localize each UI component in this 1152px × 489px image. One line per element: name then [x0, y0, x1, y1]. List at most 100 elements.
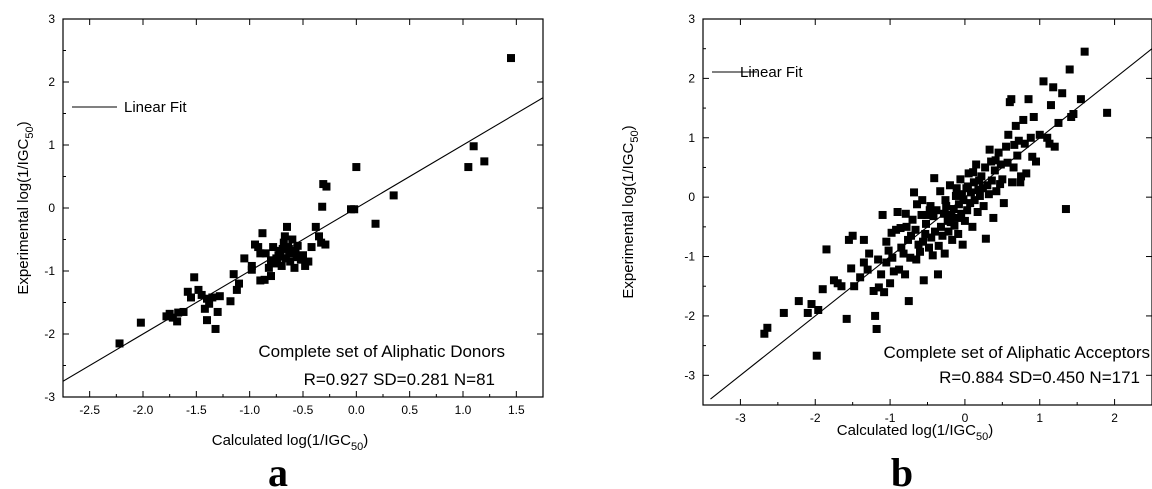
panel-label: a	[268, 450, 288, 489]
data-point	[1058, 89, 1066, 97]
data-point	[1025, 95, 1033, 103]
data-point	[174, 309, 182, 317]
data-point	[873, 325, 881, 333]
data-point	[304, 258, 312, 266]
data-point	[963, 206, 971, 214]
y-tick-label: 2	[48, 75, 55, 89]
data-point	[961, 217, 969, 225]
data-point	[888, 254, 896, 262]
data-point	[830, 276, 838, 284]
y-tick-label: 3	[48, 12, 55, 26]
data-point	[312, 223, 320, 231]
data-point	[322, 183, 330, 191]
data-point	[925, 244, 933, 252]
data-point	[1019, 116, 1027, 124]
data-point	[935, 242, 943, 250]
x-tick-label: -2.0	[133, 403, 154, 417]
data-point	[1013, 152, 1021, 160]
data-point	[934, 270, 942, 278]
data-point	[819, 285, 827, 293]
data-point	[261, 276, 269, 284]
data-point	[308, 243, 316, 251]
data-point	[894, 208, 902, 216]
data-point	[1004, 131, 1012, 139]
x-tick-label: -0.5	[293, 403, 314, 417]
data-point	[1077, 95, 1085, 103]
data-point	[1010, 141, 1018, 149]
annotation-stats: R=0.884 SD=0.450 N=171	[939, 368, 1140, 387]
x-tick-label: 2	[1111, 411, 1118, 425]
data-point	[850, 282, 858, 290]
data-point	[986, 146, 994, 154]
data-point	[480, 157, 488, 165]
data-point	[843, 315, 851, 323]
data-point	[1016, 178, 1024, 186]
data-point	[822, 245, 830, 253]
y-tick-label: -3	[44, 390, 55, 404]
data-point	[1062, 205, 1070, 213]
y-tick-label: 0	[688, 190, 695, 204]
data-point	[865, 250, 873, 258]
data-point	[1008, 178, 1016, 186]
data-point	[956, 175, 964, 183]
data-point	[1039, 77, 1047, 85]
data-point	[290, 264, 298, 272]
data-points	[760, 48, 1111, 360]
data-point	[214, 308, 222, 316]
data-point	[780, 309, 788, 317]
data-point	[989, 214, 997, 222]
x-tick-label: 0.0	[348, 403, 365, 417]
x-tick-label: -3	[735, 411, 746, 425]
chart-panel-b: -3-2-1012-3-2-10123Linear FitComplete se…	[620, 12, 1152, 489]
data-point	[281, 232, 289, 240]
data-point	[390, 191, 398, 199]
data-point	[847, 264, 855, 272]
data-point	[992, 187, 1000, 195]
data-point	[982, 235, 990, 243]
x-tick-label: 1.0	[455, 403, 472, 417]
data-point	[995, 149, 1003, 157]
data-point	[203, 295, 211, 303]
data-point	[969, 168, 977, 176]
data-point	[804, 309, 812, 317]
data-point	[905, 297, 913, 305]
data-point	[929, 251, 937, 259]
data-point	[292, 246, 300, 254]
data-point	[507, 54, 515, 62]
y-tick-label: 2	[688, 71, 695, 85]
y-tick-label: -1	[684, 250, 695, 264]
data-point	[173, 317, 181, 325]
y-tick-label: 3	[688, 12, 695, 26]
data-point	[203, 316, 211, 324]
data-point	[920, 276, 928, 284]
y-axis-label: Experimental log(1/IGC50)	[620, 125, 641, 298]
data-point	[912, 256, 920, 264]
data-point	[930, 174, 938, 182]
data-point	[976, 192, 984, 200]
data-point	[975, 177, 983, 185]
x-tick-label: -1.0	[239, 403, 260, 417]
data-point	[996, 180, 1004, 188]
data-point	[464, 163, 472, 171]
annotation-stats: R=0.927 SD=0.281 N=81	[304, 370, 495, 389]
y-tick-label: 0	[48, 201, 55, 215]
data-point	[1002, 143, 1010, 151]
data-point	[1081, 48, 1089, 56]
data-point	[470, 142, 478, 150]
data-point	[763, 324, 771, 332]
data-point	[116, 339, 124, 347]
data-point	[216, 292, 224, 300]
data-point	[1032, 158, 1040, 166]
data-point	[964, 182, 972, 190]
data-point	[1030, 113, 1038, 121]
y-tick-label: 1	[688, 131, 695, 145]
y-tick-label: -2	[684, 309, 695, 323]
chart-panel-a: -2.5-2.0-1.5-1.0-0.50.00.51.01.5-3-2-101…	[15, 12, 543, 489]
data-point	[1103, 109, 1111, 117]
data-point	[814, 306, 822, 314]
data-point	[279, 245, 287, 253]
data-point	[187, 293, 195, 301]
data-point	[860, 236, 868, 244]
data-point	[968, 223, 976, 231]
